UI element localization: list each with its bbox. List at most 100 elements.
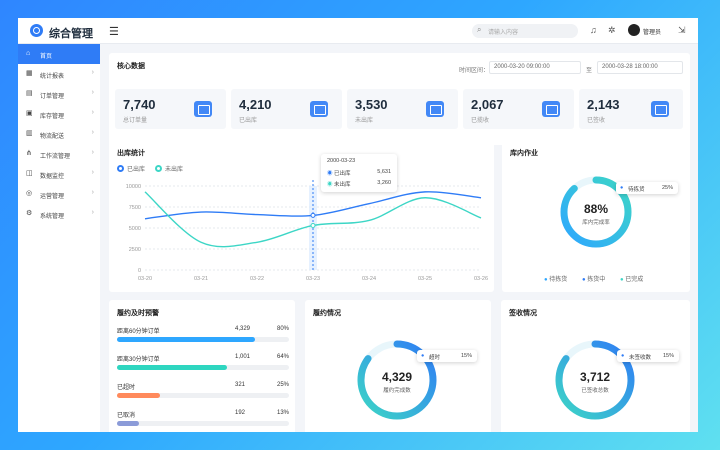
sidebar-item-operation[interactable]: ◎ 运营管理 › <box>18 184 100 204</box>
data-point[interactable] <box>310 222 316 228</box>
legend-item: ● 已完成 <box>620 274 643 283</box>
chart-title: 出库统计 <box>117 150 145 157</box>
legend-item: ● 待拣货 <box>544 274 567 283</box>
kpi-value: 7,740 <box>123 97 156 112</box>
fulfilment-donut <box>357 340 437 420</box>
row-percent: 25% <box>276 382 289 388</box>
chevron-right-icon: › <box>91 169 94 176</box>
kpi-value: 4,210 <box>239 97 272 112</box>
row-value: 321 <box>235 382 246 388</box>
kpi-label: 已出库 <box>239 118 258 124</box>
tag-label: 未签收数 <box>629 355 652 361</box>
legend-label: 已完成 <box>625 277 644 283</box>
monitor-icon: ◫ <box>26 170 33 177</box>
fulfilment-tag: ● 超时 15% <box>417 350 477 362</box>
settings-icon: ⚙ <box>26 210 33 217</box>
core-data-title: 核心数据 <box>117 63 145 70</box>
row-value: 192 <box>235 410 246 416</box>
line-chart: 10000 7500 5000 2500 0 03-20 03-21 03-22 03-23 03… <box>126 180 488 282</box>
legend-dot <box>117 165 124 172</box>
orders-icon <box>194 101 212 117</box>
legend-dot: ● <box>582 277 588 283</box>
kpi-value: 3,530 <box>355 97 388 112</box>
kpi-label: 总订单量 <box>123 118 148 124</box>
chevron-right-icon: › <box>91 209 94 216</box>
fulfilment-panel: 履约情况 4,329 履约完成数 ● 超时 15% <box>305 300 491 432</box>
sidebar-item-orders[interactable]: ▤ 订单管理 › <box>18 84 100 104</box>
sidebar-item-label: 运营管理 <box>40 194 65 200</box>
date-end-input[interactable]: 2000-03-28 18:00:00 <box>597 61 683 74</box>
sidebar-item-label: 工作流管理 <box>40 154 71 160</box>
sign-tag: ● 未签收数 15% <box>617 350 679 362</box>
sidebar-item-system[interactable]: ⚙ 系统管理 › <box>18 204 100 224</box>
y-tick-label: 7500 <box>129 205 141 211</box>
timely-title: 履约及时预警 <box>117 310 159 317</box>
sidebar-item-workflow[interactable]: ⋔ 工作流管理 › <box>18 144 100 164</box>
progress-fill <box>117 421 140 426</box>
sidebar-item-monitor[interactable]: ◫ 数据监控 › <box>18 164 100 184</box>
app-window: 综合管理 ☰ ⌕ 请输入内容 ♫ ✲ 管理员 ⇲ ⌂ 首页 ▦ 统计报表 › ▤ 订单管… <box>18 18 698 432</box>
sidebar-item-label: 首页 <box>40 54 53 60</box>
search-placeholder: 请输入内容 <box>488 30 519 36</box>
x-tick-label: 03-26 <box>474 276 488 282</box>
x-tick-label: 03-23 <box>306 276 320 282</box>
donut-progress <box>560 176 632 248</box>
warning-row[interactable]: 已取消 192 13% <box>117 410 289 432</box>
tag-dot: ● <box>421 353 425 359</box>
chevron-right-icon: › <box>91 149 94 156</box>
tag-label: 超时 <box>429 355 441 361</box>
sidebar-item-inventory[interactable]: ▣ 库存管理 › <box>18 104 100 124</box>
kpi-card[interactable]: 2,067 已揽收 <box>463 89 574 129</box>
kpi-label: 已揽收 <box>471 118 490 124</box>
truck-icon: ▥ <box>26 130 33 137</box>
x-tick-label: 03-24 <box>362 276 376 282</box>
sign-value: 3,712 <box>579 370 611 384</box>
kpi-card[interactable]: 3,530 未出库 <box>347 89 458 129</box>
inbound-tag: ● 待拣货 25% <box>616 182 678 194</box>
sidebar-item-report[interactable]: ▦ 统计报表 › <box>18 64 100 84</box>
avatar[interactable] <box>628 24 640 36</box>
tooltip-label: 已出库 <box>334 171 351 177</box>
chart-tooltip: 2000-03-23 ◉ 已出库 5,631 ◉ 未出库 3,260 <box>321 154 397 192</box>
menu-toggle-icon[interactable]: ☰ <box>109 26 119 38</box>
legend-item[interactable]: 已出库 <box>117 164 145 173</box>
workflow-icon: ⋔ <box>26 150 32 157</box>
settings-icon[interactable]: ✲ <box>608 25 616 35</box>
kpi-card[interactable]: 2,143 已签收 <box>579 89 683 129</box>
fullscreen-icon[interactable]: ⇲ <box>678 25 686 35</box>
legend-dot: ● <box>544 277 550 283</box>
warning-row[interactable]: 距离30分钟订单 1,001 64% <box>117 354 289 382</box>
sidebar-item-home[interactable]: ⌂ 首页 <box>18 44 100 64</box>
sidebar-item-label: 数据监控 <box>40 174 65 180</box>
inbound-title: 库内作业 <box>510 150 538 157</box>
sidebar-item-logistics[interactable]: ▥ 物流配送 › <box>18 124 100 144</box>
username[interactable]: 管理员 <box>643 30 662 36</box>
tag-dot: ● <box>621 353 625 359</box>
donut-progress <box>555 340 635 420</box>
notification-icon[interactable]: ♫ <box>590 25 597 35</box>
core-data-panel: 核心数据 时间区间： 2000-03-20 09:00:00 至 2000-03… <box>109 53 690 145</box>
chevron-right-icon: › <box>91 69 94 76</box>
sign-subtitle: 已签收总数 <box>581 388 609 394</box>
warning-row[interactable]: 距离60分钟订单 4,329 80% <box>117 326 289 354</box>
warning-row[interactable]: 已超时 321 25% <box>117 382 289 410</box>
tooltip-label: 未出库 <box>334 182 351 188</box>
pending-icon <box>426 101 444 117</box>
legend-item[interactable]: 未出库 <box>155 164 183 173</box>
date-range-label: 时间区间： <box>459 68 490 74</box>
date-start-input[interactable]: 2000-03-20 09:00:00 <box>489 61 581 74</box>
kpi-card[interactable]: 7,740 总订单量 <box>115 89 226 129</box>
sidebar-item-label: 库存管理 <box>40 114 65 120</box>
x-tick-label: 03-21 <box>194 276 208 282</box>
home-icon: ⌂ <box>26 50 31 57</box>
x-tick-label: 03-22 <box>250 276 264 282</box>
progress-fill <box>117 337 255 342</box>
data-point[interactable] <box>310 212 316 218</box>
app-title: 综合管理 <box>49 28 93 40</box>
legend-label: 拣货中 <box>587 277 606 283</box>
tag-value: 25% <box>661 185 673 191</box>
date-start-value: 2000-03-20 09:00:00 <box>494 64 550 70</box>
kpi-card[interactable]: 4,210 已出库 <box>231 89 342 129</box>
legend-dot <box>155 165 162 172</box>
search-input[interactable]: ⌕ 请输入内容 <box>472 24 578 38</box>
